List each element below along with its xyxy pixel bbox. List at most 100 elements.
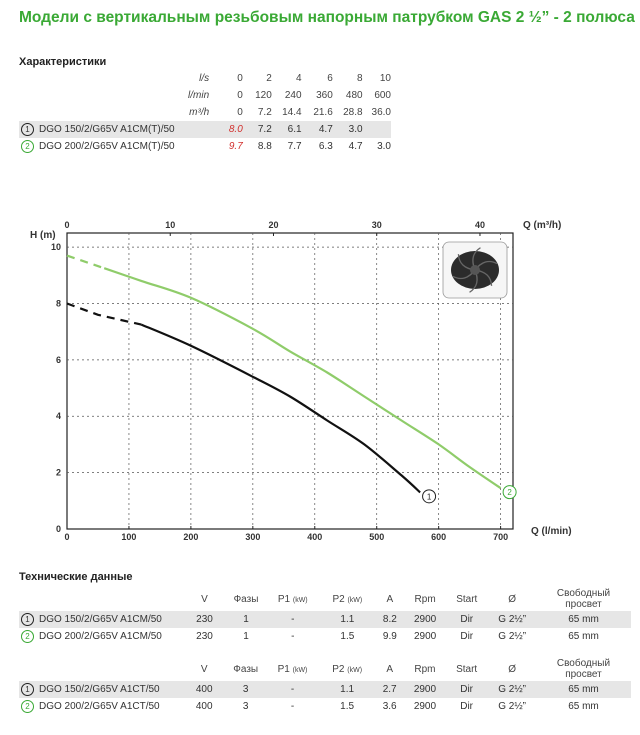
plot-frame xyxy=(66,232,514,530)
y-tick-label: 4 xyxy=(56,411,61,421)
col-rpm: Rpm xyxy=(414,663,436,675)
curve-1-marker: 1 xyxy=(21,683,34,696)
col-diameter: Ø xyxy=(508,593,517,605)
head-value: 3.0 xyxy=(348,124,363,135)
cell: 65 mm xyxy=(568,631,599,642)
x2-tick-label: 40 xyxy=(475,220,485,230)
head-value: 6.1 xyxy=(287,124,302,135)
col-p2: P2 xyxy=(332,663,345,675)
table-row: 2 DGO 200/2/G65V A1CT/50 400 3 - 1.5 3.6 … xyxy=(19,698,631,715)
head-value xyxy=(363,121,391,138)
model-name: DGO 200/2/G65V A1CM/50 xyxy=(39,631,162,643)
table-row: 1 DGO 150/2/G65V A1CM/50 230 1 - 1.1 8.2 … xyxy=(19,611,631,628)
cell: G 2½” xyxy=(498,631,527,642)
table-row: 2 DGO 200/2/G65V A1CM(T)/50 9.7 8.8 7.7 6… xyxy=(19,138,391,155)
cell: 3.6 xyxy=(382,701,397,712)
x2-tick-label: 30 xyxy=(372,220,382,230)
impeller-hub xyxy=(470,265,480,275)
model-name: DGO 200/2/G65V A1CT/50 xyxy=(39,701,160,713)
x-tick-label: 200 xyxy=(183,532,198,542)
head-value: 9.7 xyxy=(228,141,243,152)
col-phases: Фазы xyxy=(233,593,259,605)
cell: - xyxy=(290,701,295,712)
col-free-1: Свободный xyxy=(556,588,611,599)
col-p2-unit: (kW) xyxy=(347,666,363,674)
x-axis-label: Q (l/min) xyxy=(531,526,572,537)
table-row: 2 DGO 200/2/G65V A1CM/50 230 1 - 1.5 9.9 … xyxy=(19,628,631,645)
characteristics-heading: Характеристики xyxy=(19,56,107,68)
col-lmin: 120 xyxy=(255,90,272,101)
col-lmin: 240 xyxy=(284,90,302,101)
x-tick-label: 400 xyxy=(307,532,322,542)
series-1-dashed xyxy=(66,302,142,326)
cell: G 2½” xyxy=(498,614,527,625)
x2-tick-label: 10 xyxy=(165,220,175,230)
curve-1-end-marker xyxy=(422,489,437,504)
head-value: 7.2 xyxy=(257,124,272,135)
cell: G 2½” xyxy=(498,701,526,712)
col-ls: 4 xyxy=(296,73,302,84)
col-p1: P1 xyxy=(277,593,291,605)
col-p2-unit: (kW) xyxy=(347,596,363,604)
col-ls: 0 xyxy=(237,73,243,84)
cell: 400 xyxy=(195,684,213,695)
cell: 1.5 xyxy=(340,631,355,642)
x-tick-label: 600 xyxy=(431,532,446,542)
cell: 65 mm xyxy=(568,684,599,695)
col-m3h: 36.0 xyxy=(371,107,391,118)
curve-2-marker: 2 xyxy=(21,700,34,713)
characteristics-table: l/s 0 2 4 6 8 10 l/min 0 120 240 360 480… xyxy=(19,70,391,155)
page-title: Модели с вертикальным резьбовым напорным… xyxy=(19,9,635,26)
curve-2-end-marker xyxy=(502,485,517,500)
cell: - xyxy=(290,684,295,695)
tech-heading: Технические данные xyxy=(19,571,133,583)
col-free-1: Свободный xyxy=(556,658,611,669)
col-ls: 6 xyxy=(327,73,333,84)
cell: 3 xyxy=(242,684,249,695)
cell: 1.1 xyxy=(340,614,355,625)
x2-axis-label: Q (m³/h) xyxy=(523,220,561,231)
table-row: 1 DGO 150/2/G65V A1CT/50 400 3 - 1.1 2.7 … xyxy=(19,681,631,698)
head-value: 7.7 xyxy=(287,141,302,152)
model-name: DGO 150/2/G65V A1CM(T)/50 xyxy=(39,124,175,136)
y-tick-label: 2 xyxy=(56,468,61,478)
col-v: V xyxy=(200,663,208,675)
col-v: V xyxy=(201,593,208,605)
cell: 2900 xyxy=(413,631,437,642)
col-ls: 10 xyxy=(379,73,391,84)
x-tick-label: 700 xyxy=(493,532,508,542)
col-ls: 2 xyxy=(266,73,272,84)
tech-table-3ph: V Фазы P1 (kW) P2 (kW) A Rpm Start Ø Сво… xyxy=(19,657,631,715)
col-m3h: 14.4 xyxy=(282,107,302,118)
cell: 65 mm xyxy=(568,614,599,625)
series-2-dashed xyxy=(66,254,105,270)
tech-table-1ph: V Фазы P1 (kW) P2 (kW) A Rpm Start Ø Сво… xyxy=(19,587,631,645)
col-m3h: 7.2 xyxy=(257,107,272,118)
cell: G 2½” xyxy=(498,684,526,695)
col-a: A xyxy=(386,593,394,605)
col-free-2: просвет xyxy=(565,599,602,610)
unit-m3h: m³/h xyxy=(189,107,210,118)
curve-1-end-label: 1 xyxy=(427,492,432,501)
col-start: Start xyxy=(456,593,478,605)
col-lmin: 480 xyxy=(345,90,363,101)
curve-1-marker: 1 xyxy=(21,613,34,626)
series-1-line xyxy=(140,323,421,494)
col-lmin: 360 xyxy=(316,90,333,101)
head-value: 4.7 xyxy=(348,141,363,152)
cell: Dir xyxy=(460,701,474,712)
cell: 230 xyxy=(196,631,213,642)
cell: Dir xyxy=(460,684,474,695)
col-lmin: 600 xyxy=(374,90,391,101)
cell: 8.2 xyxy=(382,614,397,625)
cell: 2900 xyxy=(413,614,437,625)
head-value: 8.0 xyxy=(228,124,243,135)
y-tick-label: 6 xyxy=(56,355,61,365)
y-tick-label: 8 xyxy=(56,298,61,308)
cell: - xyxy=(291,614,295,625)
curve-2-marker: 2 xyxy=(21,630,34,643)
x-tick-label: 500 xyxy=(369,532,384,542)
col-p2: P2 xyxy=(332,593,345,605)
cell: 9.9 xyxy=(382,631,397,642)
cell: 1.1 xyxy=(340,684,355,695)
